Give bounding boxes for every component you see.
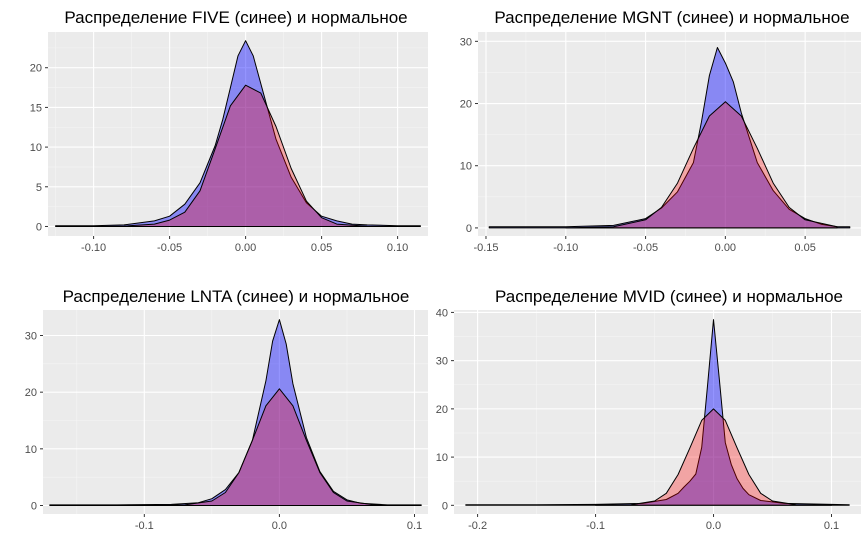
- y-tick-label: 20: [436, 404, 448, 416]
- y-tick-label: 10: [25, 444, 37, 456]
- panel-mgnt: Распределение MGNT (синее) и нормальное -…: [460, 8, 861, 254]
- panel-five: Распределение FIVE (синее) и нормальное -…: [30, 8, 428, 254]
- y-tick-label: 20: [30, 63, 42, 75]
- plot-background: [478, 32, 861, 236]
- y-tick-label: 0: [466, 223, 472, 235]
- x-tick-label: 0.0: [272, 520, 287, 532]
- plot-background: [454, 310, 861, 514]
- x-tick-label: -0.05: [157, 242, 182, 254]
- x-tick-label: 0.05: [311, 242, 332, 254]
- y-tick-label: 10: [460, 161, 472, 173]
- panel-mvid: Распределение MVID (синее) и нормальное -…: [436, 287, 861, 532]
- x-tick-label: -0.2: [468, 520, 487, 532]
- panel-title: Распределение MVID (синее) и нормальное: [495, 287, 843, 306]
- panel-title: Распределение MGNT (синее) и нормальное: [494, 8, 849, 27]
- panel-lnta: Распределение LNTA (синее) и нормальное -…: [25, 287, 428, 532]
- density-area-blue: [55, 40, 421, 227]
- x-tick-label: -0.1: [586, 520, 605, 532]
- x-tick-label: -0.10: [81, 242, 106, 254]
- y-tick-label: 0: [31, 501, 37, 513]
- x-tick-label: 0.00: [235, 242, 256, 254]
- x-tick-label: -0.1: [135, 520, 154, 532]
- y-tick-label: 15: [30, 102, 42, 114]
- y-tick-label: 30: [460, 36, 472, 48]
- y-tick-label: 10: [30, 142, 42, 154]
- density-area-normal: [565, 101, 838, 229]
- y-tick-label: 20: [25, 387, 37, 399]
- y-tick-label: 30: [25, 331, 37, 343]
- x-tick-label: -0.05: [633, 242, 658, 254]
- x-tick-label: 0.0: [706, 520, 721, 532]
- y-tick-label: 5: [36, 182, 42, 194]
- density-area-normal: [143, 388, 415, 506]
- density-area-blue: [488, 47, 851, 229]
- x-tick-label: 0.05: [794, 242, 815, 254]
- y-tick-label: 30: [436, 356, 448, 368]
- x-tick-label: -0.15: [473, 242, 498, 254]
- panel-title: Распределение LNTA (синее) и нормальное: [63, 287, 410, 306]
- x-tick-label: 0.00: [715, 242, 736, 254]
- density-area-normal: [595, 408, 832, 506]
- plot-background: [48, 32, 428, 236]
- x-tick-label: 0.1: [824, 520, 839, 532]
- y-tick-label: 10: [436, 452, 448, 464]
- x-tick-label: 0.1: [407, 520, 422, 532]
- x-tick-label: -0.10: [553, 242, 578, 254]
- panel-title: Распределение FIVE (синее) и нормальное: [64, 8, 407, 27]
- y-tick-label: 0: [36, 221, 42, 233]
- y-tick-label: 40: [436, 307, 448, 319]
- density-area-normal: [93, 84, 399, 227]
- y-tick-label: 0: [442, 500, 448, 512]
- x-tick-label: 0.10: [387, 242, 408, 254]
- y-tick-label: 20: [460, 99, 472, 111]
- plot-background: [43, 310, 428, 514]
